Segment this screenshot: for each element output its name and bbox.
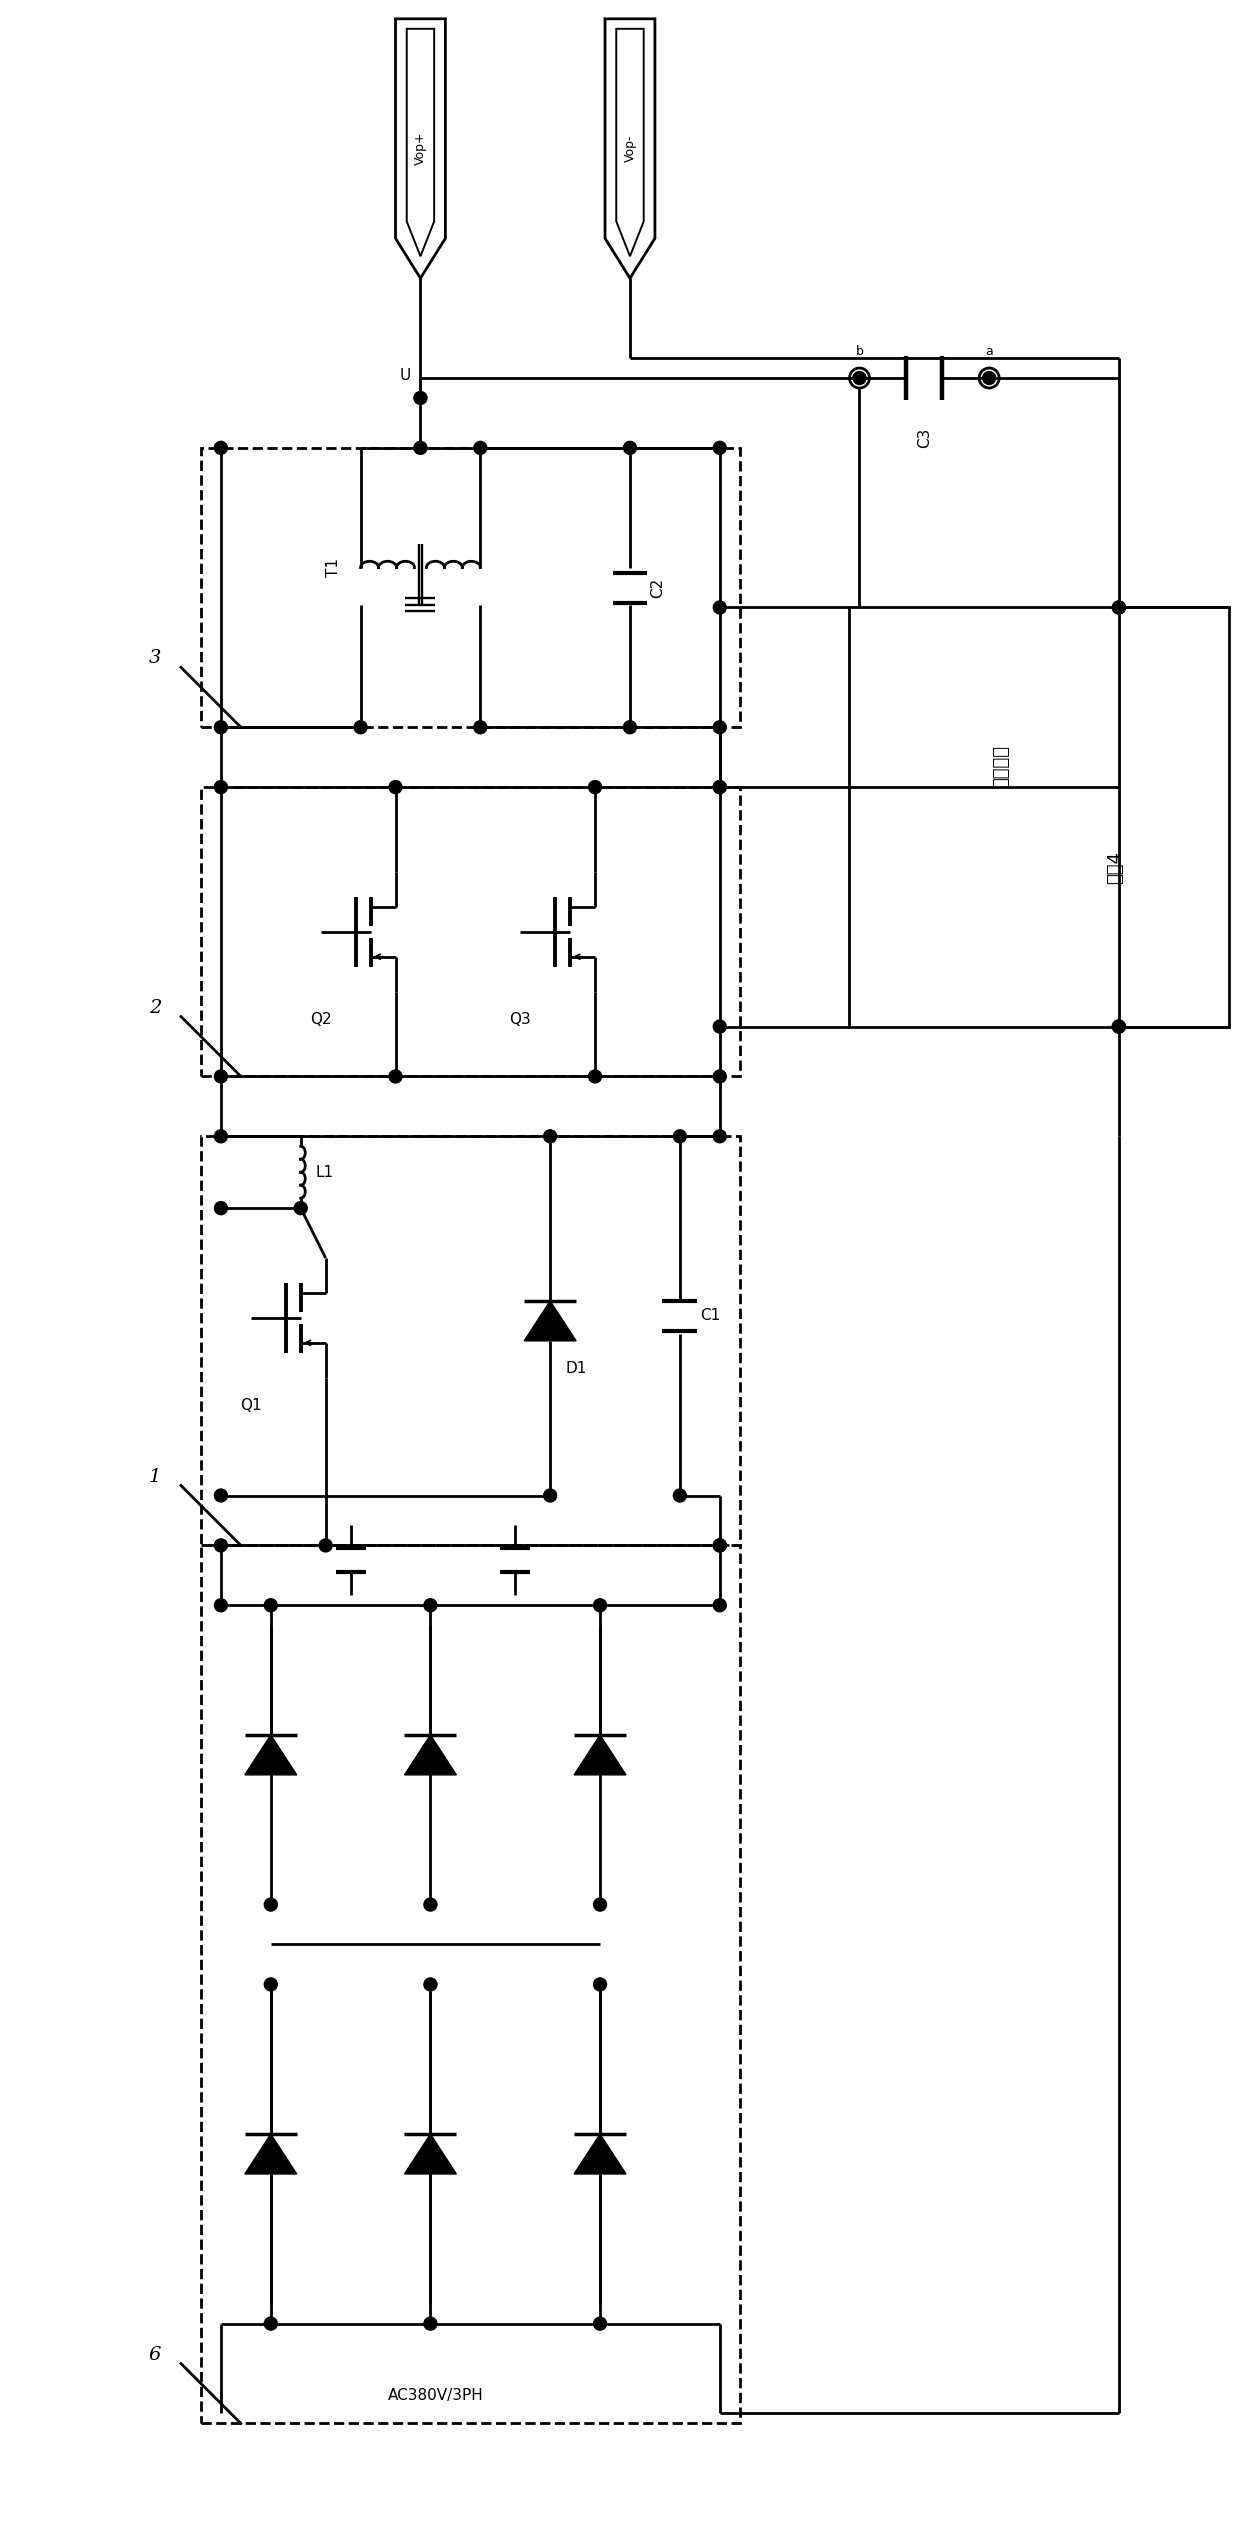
Circle shape — [594, 2317, 606, 2330]
Circle shape — [474, 721, 487, 733]
Circle shape — [673, 1130, 687, 1143]
Circle shape — [982, 372, 996, 384]
Bar — [201, 1545, 740, 2424]
Text: a: a — [986, 346, 993, 359]
Circle shape — [589, 1069, 601, 1082]
Text: 电源4: 电源4 — [1106, 850, 1123, 883]
Circle shape — [1112, 1021, 1126, 1034]
Text: L1: L1 — [316, 1164, 334, 1179]
Text: C1: C1 — [699, 1309, 720, 1324]
Circle shape — [1112, 601, 1126, 614]
Circle shape — [215, 1599, 227, 1612]
Text: D1: D1 — [565, 1360, 587, 1375]
Text: Vop-: Vop- — [624, 135, 636, 163]
Text: 稳压补偿: 稳压补偿 — [992, 746, 1011, 789]
Polygon shape — [404, 1734, 456, 1775]
Circle shape — [319, 1538, 332, 1553]
Circle shape — [853, 372, 866, 384]
Circle shape — [424, 1899, 436, 1912]
Bar — [201, 787, 740, 1077]
Circle shape — [264, 1978, 278, 1991]
Circle shape — [713, 1538, 727, 1553]
Circle shape — [215, 1130, 227, 1143]
Text: C3: C3 — [916, 428, 931, 448]
Circle shape — [624, 440, 636, 453]
Circle shape — [594, 1978, 606, 1991]
Circle shape — [713, 1599, 727, 1612]
Circle shape — [215, 782, 227, 794]
Text: 3: 3 — [149, 649, 161, 667]
Circle shape — [355, 721, 367, 733]
Bar — [201, 448, 740, 728]
Circle shape — [713, 601, 727, 614]
Polygon shape — [244, 2134, 296, 2174]
Circle shape — [215, 721, 227, 733]
Polygon shape — [525, 1301, 577, 1342]
Text: Q2: Q2 — [310, 1011, 331, 1026]
Circle shape — [713, 1021, 727, 1034]
Circle shape — [713, 1069, 727, 1082]
Circle shape — [594, 1899, 606, 1912]
Text: Q1: Q1 — [241, 1398, 262, 1413]
Circle shape — [215, 1069, 227, 1082]
Circle shape — [414, 440, 427, 453]
Circle shape — [294, 1202, 308, 1214]
Circle shape — [264, 2317, 278, 2330]
Text: Vop+: Vop+ — [414, 132, 427, 165]
Circle shape — [215, 1202, 227, 1214]
Circle shape — [713, 1538, 727, 1553]
Circle shape — [713, 721, 727, 733]
Circle shape — [713, 782, 727, 794]
Circle shape — [264, 1899, 278, 1912]
Text: T1: T1 — [326, 558, 341, 578]
Circle shape — [389, 782, 402, 794]
Text: U: U — [399, 369, 410, 382]
Circle shape — [589, 782, 601, 794]
Circle shape — [713, 440, 727, 453]
Circle shape — [424, 1978, 436, 1991]
Circle shape — [543, 1489, 557, 1502]
Bar — [849, 608, 1229, 1026]
Circle shape — [474, 440, 487, 453]
Polygon shape — [574, 1734, 626, 1775]
Circle shape — [215, 1538, 227, 1553]
Circle shape — [215, 1489, 227, 1502]
Circle shape — [543, 1130, 557, 1143]
Circle shape — [673, 1489, 687, 1502]
Text: Q3: Q3 — [510, 1011, 531, 1026]
Polygon shape — [244, 1734, 296, 1775]
Text: 2: 2 — [149, 998, 161, 1016]
Circle shape — [264, 1599, 278, 1612]
Circle shape — [624, 721, 636, 733]
Circle shape — [389, 1069, 402, 1082]
Text: b: b — [856, 346, 863, 359]
Polygon shape — [404, 2134, 456, 2174]
Circle shape — [594, 1599, 606, 1612]
Polygon shape — [574, 2134, 626, 2174]
Circle shape — [713, 1130, 727, 1143]
Bar — [201, 1136, 740, 1545]
Circle shape — [424, 1599, 436, 1612]
Circle shape — [215, 440, 227, 453]
Text: AC380V/3PH: AC380V/3PH — [388, 2388, 484, 2403]
Circle shape — [1112, 601, 1126, 614]
Circle shape — [713, 782, 727, 794]
Text: C2: C2 — [650, 578, 665, 598]
Text: 6: 6 — [149, 2345, 161, 2363]
Text: 1: 1 — [149, 1466, 161, 1484]
Circle shape — [424, 2317, 436, 2330]
Circle shape — [1112, 1021, 1126, 1034]
Circle shape — [414, 392, 427, 405]
